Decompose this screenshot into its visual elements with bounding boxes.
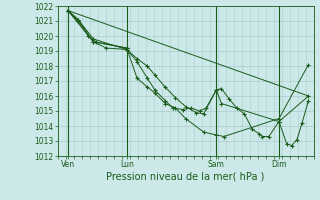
X-axis label: Pression niveau de la mer( hPa ): Pression niveau de la mer( hPa )	[107, 172, 265, 182]
